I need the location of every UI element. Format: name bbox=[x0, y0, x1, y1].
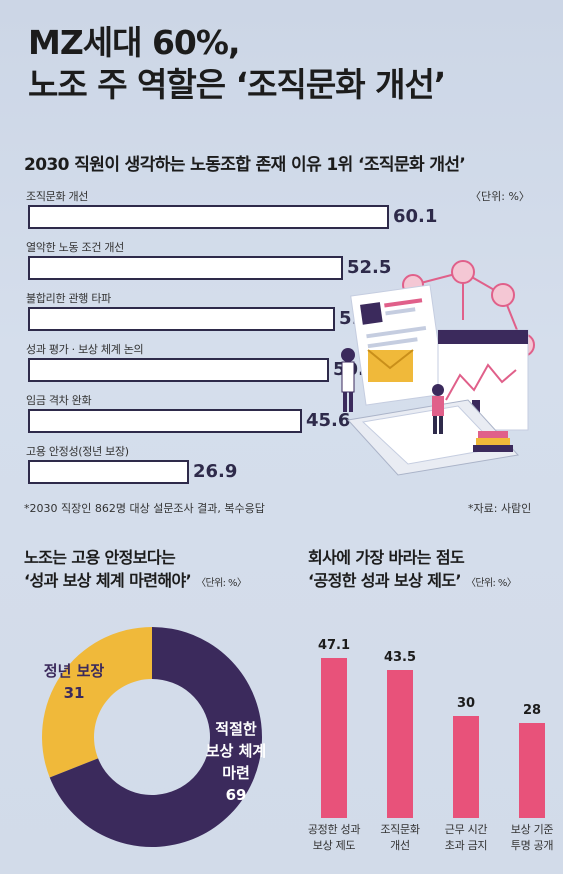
donut-chart bbox=[41, 627, 263, 847]
hbar-category-label: 고용 안정성(정년 보장) bbox=[26, 445, 129, 458]
workplace-illustration-icon bbox=[341, 260, 535, 476]
hbar-bar bbox=[28, 307, 335, 331]
vbar-value-label: 28 bbox=[522, 703, 542, 718]
vbar-category-line-2: 투명 공개 bbox=[510, 839, 554, 852]
donut-label-compensation-line-3: 마련 bbox=[222, 764, 250, 782]
donut-label-compensation-line-1: 적절한 bbox=[215, 720, 257, 738]
title-line-1: MZ세대 60%, bbox=[28, 23, 241, 62]
donut-title-line-1: 노조는 고용 안정보다는 bbox=[24, 548, 176, 567]
donut-label-retirement-value: 31 bbox=[63, 684, 85, 702]
donut-label-retirement: 정년 보장 31 bbox=[24, 660, 124, 704]
vbar-category-line-1: 공정한 성과 bbox=[307, 823, 361, 836]
vbar-value-label: 43.5 bbox=[383, 650, 417, 665]
source-note: *자료: 사람인 bbox=[468, 502, 532, 515]
donut-label-compensation: 적절한 보상 체계 마련 69 bbox=[186, 718, 286, 806]
chart1-unit: 〈단위: %〉 bbox=[470, 190, 530, 203]
hbar-bar bbox=[28, 205, 389, 229]
donut-slice-retirement bbox=[41, 627, 153, 778]
vbar-bar bbox=[453, 716, 479, 818]
vbar-bar bbox=[519, 723, 545, 818]
hbar-bar bbox=[28, 358, 329, 382]
vbar-title-line-2: ‘공정한 성과 보상 제도’ 〈단위: %〉 bbox=[308, 569, 558, 595]
donut-unit: 〈단위: %〉 bbox=[196, 578, 247, 589]
hbar-value-label: 26.9 bbox=[193, 461, 238, 482]
vbar-title-line-2-text: ‘공정한 성과 보상 제도’ bbox=[308, 571, 462, 590]
hbar-category-label: 조직문화 개선 bbox=[26, 190, 89, 203]
title-line-2: 노조 주 역할은 ‘조직문화 개선’ bbox=[28, 65, 446, 104]
donut-title-line-2: ‘성과 보상 체계 마련해야’ 〈단위: %〉 bbox=[24, 569, 294, 595]
vbar-category-line-1: 조직문화 bbox=[380, 823, 420, 836]
vbar-value-label: 47.1 bbox=[317, 638, 351, 653]
vbar-unit: 〈단위: %〉 bbox=[465, 578, 517, 589]
page-title: MZ세대 60%, 노조 주 역할은 ‘조직문화 개선’ bbox=[28, 22, 548, 106]
hbar-bar bbox=[28, 256, 343, 280]
hbar-category-label: 성과 평가 · 보상 체계 논의 bbox=[26, 343, 144, 356]
donut-label-retirement-name: 정년 보장 bbox=[43, 662, 105, 680]
hbar-category-label: 열악한 노동 조건 개선 bbox=[26, 241, 124, 254]
hbar-value-label: 52.5 bbox=[347, 257, 392, 278]
vbar-bar bbox=[387, 670, 413, 818]
hbar-bar bbox=[28, 460, 189, 484]
vbar-bar bbox=[321, 658, 347, 818]
chart1-subtitle: 2030 직원이 생각하는 노동조합 존재 이유 1위 ‘조직문화 개선’ bbox=[24, 155, 466, 175]
hbar-category-label: 임금 격차 완화 bbox=[26, 394, 92, 407]
donut-label-compensation-value: 69 bbox=[225, 786, 247, 804]
donut-section-title: 노조는 고용 안정보다는 ‘성과 보상 체계 마련해야’ 〈단위: %〉 bbox=[24, 546, 294, 595]
hbar-value-label: 45.6 bbox=[306, 410, 351, 431]
vbar-category-line-1: 근무 시간 bbox=[444, 823, 488, 836]
vbar-category-line-1: 보상 기준 bbox=[510, 823, 554, 836]
hbar-value-label: 60.1 bbox=[393, 206, 438, 227]
vbar-category-line-2: 개선 bbox=[390, 839, 410, 852]
hbar-category-label: 불합리한 관행 타파 bbox=[26, 292, 111, 305]
donut-slice-compensation bbox=[49, 627, 263, 847]
vbar-value-label: 30 bbox=[456, 696, 476, 711]
hbar-bar bbox=[28, 409, 302, 433]
vbar-section-title: 회사에 가장 바라는 점도 ‘공정한 성과 보상 제도’ 〈단위: %〉 bbox=[308, 546, 558, 595]
vbar-category-line-2: 보상 제도 bbox=[312, 839, 356, 852]
vbar-title-line-1: 회사에 가장 바라는 점도 bbox=[308, 548, 465, 567]
survey-footnote: *2030 직장인 862명 대상 설문조사 결과, 복수응답 bbox=[24, 502, 265, 515]
donut-title-line-2-text: ‘성과 보상 체계 마련해야’ bbox=[24, 571, 192, 590]
vbar-category-line-2: 초과 금지 bbox=[444, 839, 488, 852]
donut-label-compensation-line-2: 보상 체계 bbox=[205, 742, 267, 760]
